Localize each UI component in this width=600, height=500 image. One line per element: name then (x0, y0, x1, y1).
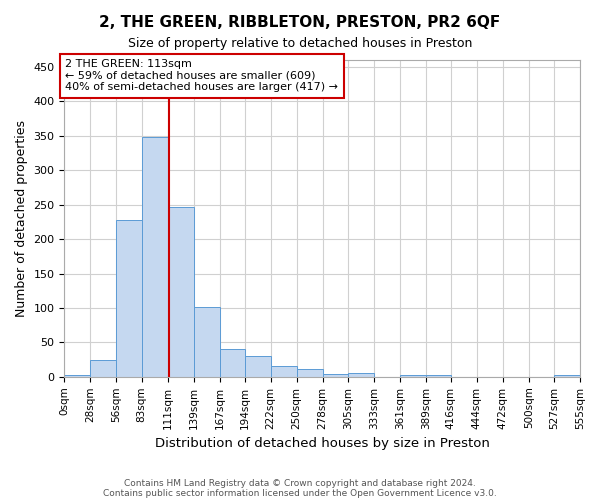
Text: Contains HM Land Registry data © Crown copyright and database right 2024.: Contains HM Land Registry data © Crown c… (124, 478, 476, 488)
X-axis label: Distribution of detached houses by size in Preston: Distribution of detached houses by size … (155, 437, 490, 450)
Bar (64, 375, 91, 377)
Bar (323, 374, 348, 377)
Bar (400, 375, 426, 377)
Bar (245, 356, 271, 377)
Bar (116, 220, 142, 377)
Bar (348, 374, 374, 377)
Bar (142, 137, 167, 377)
Bar (220, 350, 245, 377)
Bar (91, 360, 116, 377)
Text: Contains public sector information licensed under the Open Government Licence v3: Contains public sector information licen… (103, 488, 497, 498)
Text: 2 THE GREEN: 113sqm
← 59% of detached houses are smaller (609)
40% of semi-detac: 2 THE GREEN: 113sqm ← 59% of detached ho… (65, 59, 338, 92)
Bar (271, 366, 296, 377)
Bar (167, 208, 194, 377)
Bar (296, 368, 323, 377)
Y-axis label: Number of detached properties: Number of detached properties (15, 120, 28, 317)
Bar (554, 375, 580, 377)
Bar (194, 308, 220, 377)
Text: Size of property relative to detached houses in Preston: Size of property relative to detached ho… (128, 38, 472, 51)
Bar (426, 375, 451, 377)
Text: 2, THE GREEN, RIBBLETON, PRESTON, PR2 6QF: 2, THE GREEN, RIBBLETON, PRESTON, PR2 6Q… (100, 15, 500, 30)
